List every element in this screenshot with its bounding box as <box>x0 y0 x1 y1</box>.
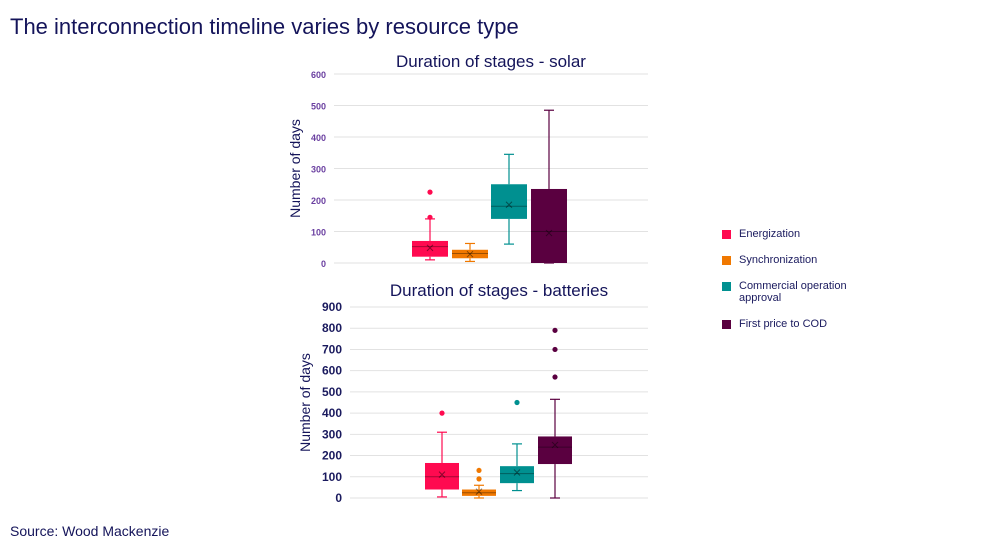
outlier-point <box>476 467 482 474</box>
box-iqr <box>452 249 488 259</box>
legend-label: Commercial operation approval <box>739 280 847 304</box>
outlier-point <box>514 399 520 406</box>
outlier-point <box>552 374 558 380</box>
legend-label: First price to COD <box>739 318 828 330</box>
mean-marker <box>438 471 446 479</box>
outlier-point <box>427 214 433 220</box>
legend-label: Energization <box>739 228 801 240</box>
box-iqr <box>462 489 496 496</box>
legend-swatch <box>722 320 731 329</box>
y-tick-label: 100 <box>322 470 342 484</box>
page-title: The interconnection timeline varies by r… <box>10 14 519 39</box>
y-tick-label: 300 <box>322 427 342 441</box>
box-iqr <box>425 462 459 490</box>
mean-marker <box>475 488 483 495</box>
box-series <box>538 327 572 499</box>
y-tick-label: 400 <box>311 133 326 143</box>
mean-marker <box>551 441 559 449</box>
mean-marker <box>426 244 434 252</box>
legend-item: Energization <box>722 228 922 240</box>
outlier-point <box>552 346 558 353</box>
y-axis-label: Number of days <box>297 353 313 452</box>
y-tick-label: 0 <box>321 259 326 269</box>
y-tick-label: 200 <box>322 449 342 463</box>
y-tick-label: 500 <box>311 102 326 112</box>
chart-legend: Energization Synchronization Commercial … <box>722 228 922 344</box>
box-series <box>531 109 567 264</box>
chart-title: Duration of stages - batteries <box>390 281 608 300</box>
y-tick-label: 900 <box>322 300 342 314</box>
y-tick-label: 0 <box>335 491 342 505</box>
outlier-point <box>476 476 482 482</box>
y-tick-label: 100 <box>311 228 326 238</box>
y-tick-label: 600 <box>322 364 342 378</box>
legend-item: First price to COD <box>722 318 922 330</box>
box-series <box>500 399 534 492</box>
box-series <box>412 189 448 261</box>
y-axis-label: Number of days <box>287 119 303 218</box>
y-tick-label: 200 <box>311 196 326 206</box>
y-tick-label: 600 <box>311 70 326 80</box>
box-iqr <box>531 188 567 263</box>
legend-swatch <box>722 230 731 239</box>
legend-item: Commercial operation approval <box>722 280 922 304</box>
box-iqr <box>412 240 448 257</box>
box-series <box>462 467 496 499</box>
y-tick-label: 500 <box>322 385 342 399</box>
box-series <box>491 153 527 245</box>
box-iqr <box>500 466 534 484</box>
chart-batteries: Duration of stages - batteries 0 100 200 300… <box>297 281 648 505</box>
legend-item: Synchronization <box>722 254 922 266</box>
mean-marker <box>545 229 553 237</box>
outlier-point <box>439 410 445 416</box>
box-iqr <box>491 184 527 219</box>
mean-marker <box>513 469 521 476</box>
legend-label: Synchronization <box>739 254 818 266</box>
mean-marker <box>505 201 513 209</box>
legend-swatch <box>722 282 731 291</box>
y-tick-label: 400 <box>322 406 342 420</box>
box-series <box>452 242 488 263</box>
chart-title: Duration of stages - solar <box>396 52 586 71</box>
box-iqr <box>538 436 572 465</box>
outlier-point <box>427 189 433 195</box>
y-tick-label: 700 <box>322 342 342 356</box>
source-note: Source: Wood Mackenzie <box>10 523 170 539</box>
y-tick-label: 800 <box>322 321 342 335</box>
y-tick-label: 300 <box>311 165 326 175</box>
mean-marker <box>466 250 474 258</box>
chart-solar: Duration of stages - solar 0 100 200 300 400 5… <box>287 52 648 269</box>
legend-swatch <box>722 256 731 265</box>
box-series <box>425 410 459 498</box>
outlier-point <box>552 327 558 333</box>
